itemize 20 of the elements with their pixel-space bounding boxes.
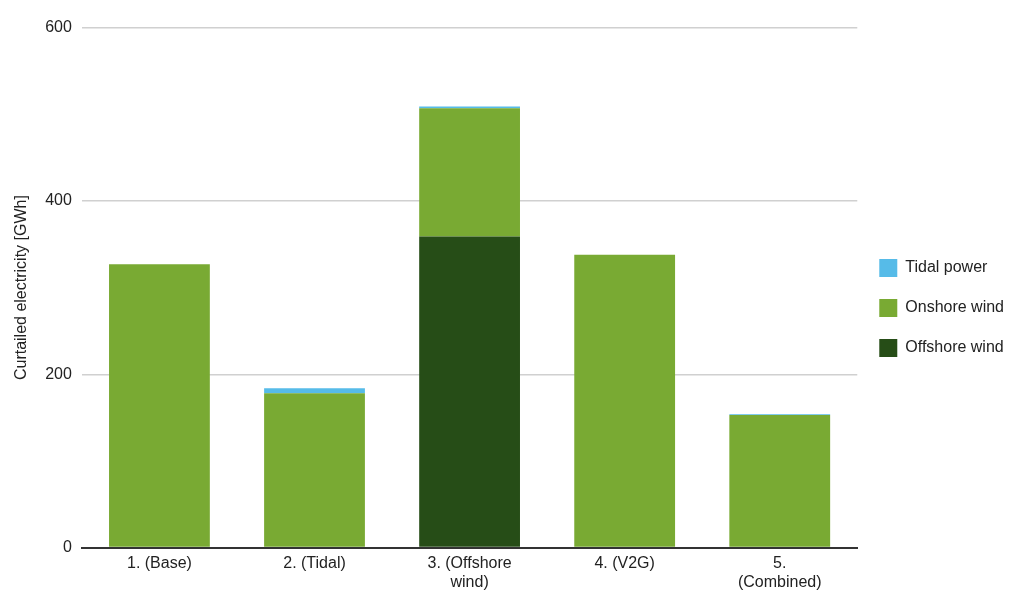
x-tick-label: 3. (Offshore wind) [427,553,512,590]
x-tick-label: 4. (V2G) [594,553,655,571]
y-tick-label: 0 [62,538,72,556]
bar [729,415,831,547]
y-tick-label: 400 [45,191,72,209]
bar [264,388,365,394]
x-tick-label: 5. (Combined) [737,553,822,590]
y-axis-title: Curtailed electricity [GWh] [12,195,30,381]
bar [419,108,520,237]
x-tick-label: 1. (Base) [126,553,192,571]
y-tick-label: 200 [45,364,72,382]
y-tick-label: 600 [45,18,72,36]
legend-label: Onshore wind [905,298,1004,316]
bar [574,254,676,547]
legend-label: Tidal power [905,258,989,276]
legend-label: Offshore wind [905,338,1004,356]
bar [109,264,210,547]
x-tick-label: 2. (Tidal) [283,553,346,571]
bar [264,393,365,547]
bar [419,236,520,547]
